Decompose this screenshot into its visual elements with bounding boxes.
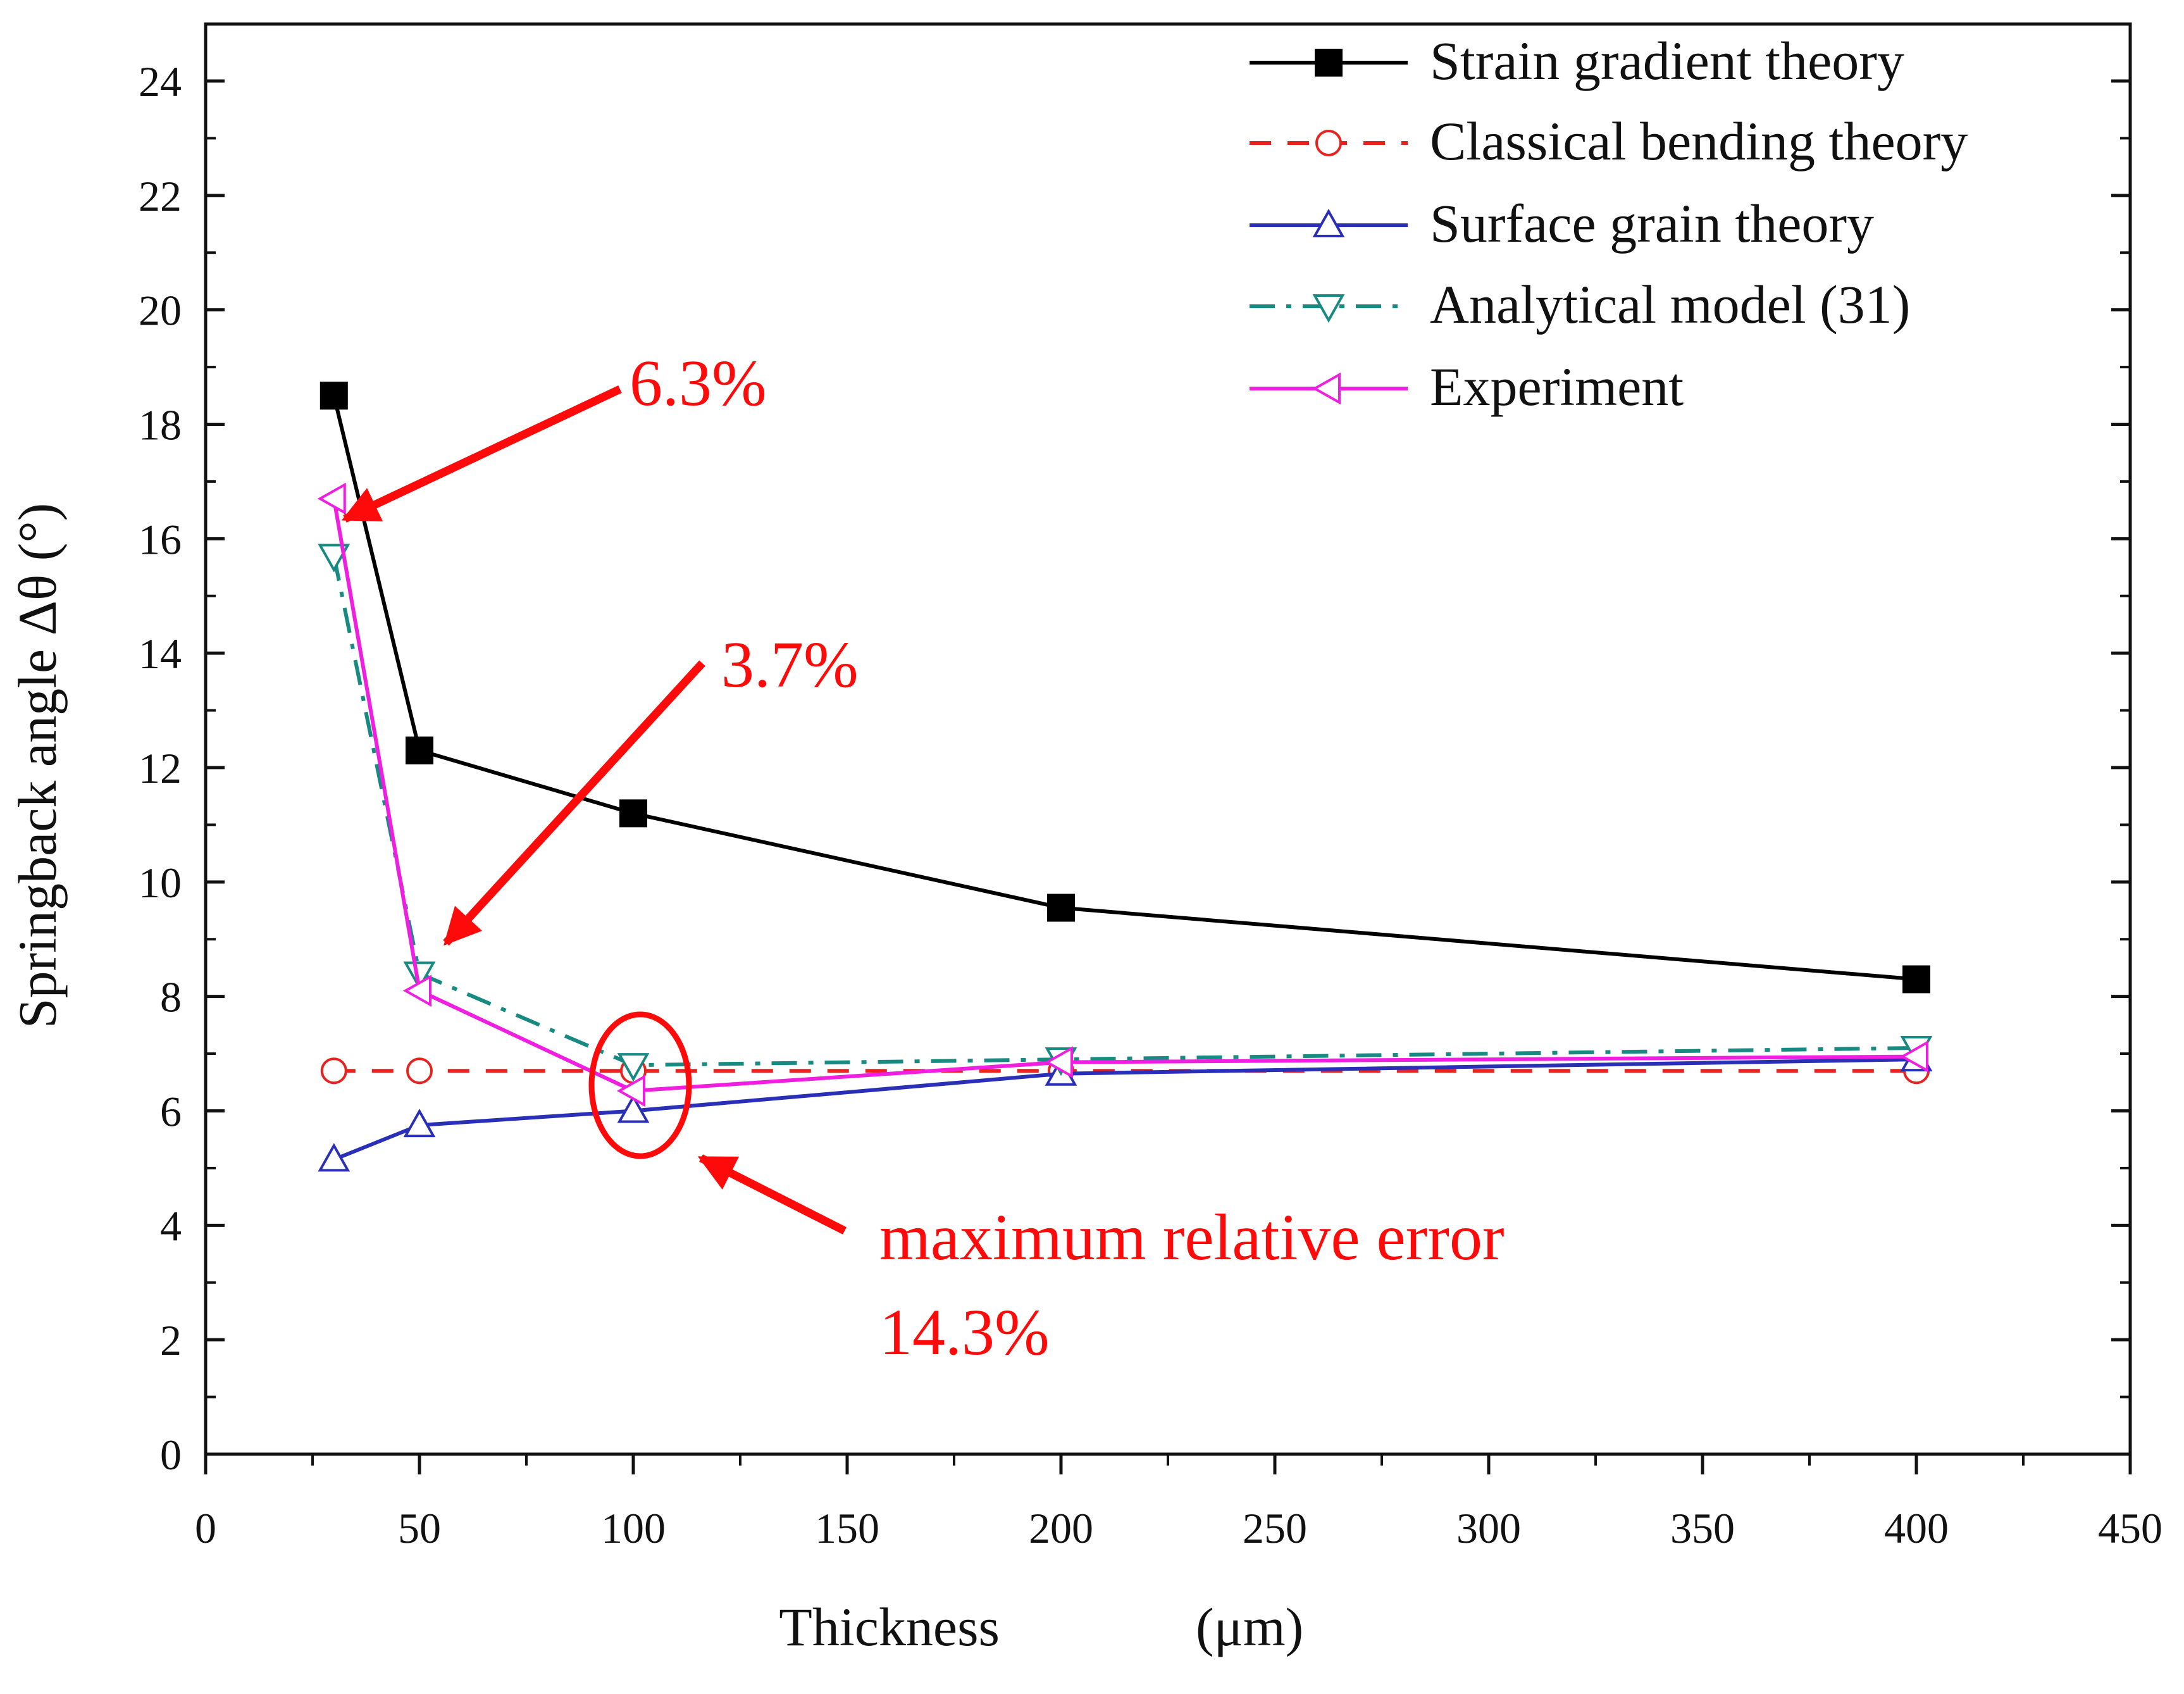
annotations: 6.3% 3.7% maximum relative error 14.3% (341, 347, 1505, 1369)
series-line (332, 395, 1917, 981)
data-point (317, 482, 346, 515)
legend-swatch-marker (1312, 208, 1345, 237)
x-tick-label: 100 (601, 1504, 666, 1552)
data-point (406, 736, 433, 764)
y-tick-label: 12 (139, 744, 182, 792)
data-point (402, 975, 431, 1007)
y-tick-label: 10 (139, 859, 182, 907)
legend-entry-0: Strain gradient theory (1250, 30, 1904, 91)
y-tick-label: 6 (160, 1088, 182, 1136)
legend-label: Analytical model (31) (1430, 274, 1910, 335)
data-point (617, 1053, 650, 1082)
y-tick-label: 18 (139, 401, 182, 449)
x-tick-label: 450 (2098, 1504, 2162, 1552)
y-tick-label: 2 (160, 1316, 182, 1364)
x-tick-label: 50 (398, 1504, 441, 1552)
legend-entry-3: Analytical model (31) (1250, 274, 1910, 335)
annotation-label-max-error: maximum relative error (879, 1201, 1505, 1274)
x-tick-label: 350 (1670, 1504, 1735, 1552)
y-tick-label: 0 (160, 1431, 182, 1479)
data-point (1044, 1046, 1073, 1079)
data-point (406, 1057, 433, 1085)
y-tick-label: 24 (139, 58, 182, 106)
series-line (333, 1057, 1917, 1162)
data-point (617, 1094, 650, 1123)
annotation-label-6-3: 6.3% (630, 347, 767, 420)
y-tick-label: 8 (160, 973, 182, 1021)
y-axis-title: Springback angle Δθ (°) (7, 503, 68, 1029)
legend-label: Classical bending theory (1430, 111, 1968, 171)
legend-swatch-marker (1315, 49, 1343, 77)
y-tick-label: 22 (139, 172, 182, 220)
series-4 (317, 482, 1928, 1107)
y-tick-label: 14 (139, 630, 182, 678)
x-tick-label: 400 (1884, 1504, 1949, 1552)
legend-label: Strain gradient theory (1430, 30, 1904, 91)
data-point (318, 544, 351, 573)
legend-entry-1: Classical bending theory (1250, 111, 1968, 171)
annotation-arrow-max-error (697, 1154, 847, 1235)
annotation-arrow-6-3 (341, 385, 622, 523)
series-0 (320, 382, 1930, 993)
x-axis-unit: (μm) (1196, 1597, 1303, 1657)
legend-entry-2: Surface grain theory (1250, 193, 1874, 254)
annotation-circle (588, 1011, 692, 1159)
data-point (403, 961, 436, 990)
series-layer (317, 382, 1933, 1172)
annotation-label-3-7: 3.7% (721, 628, 859, 701)
x-axis-title: Thickness (779, 1597, 1000, 1657)
x-tick-label: 0 (195, 1504, 216, 1552)
data-point (619, 799, 647, 828)
data-point (320, 382, 348, 410)
data-point (318, 1143, 351, 1172)
annotation-arrow-3-7 (443, 660, 705, 946)
legend-swatch-marker (1312, 372, 1341, 405)
legend-label: Experiment (1430, 356, 1684, 417)
y-tick-label: 20 (139, 287, 182, 335)
legend-swatch-marker (1315, 130, 1342, 156)
data-point (320, 1057, 347, 1085)
annotation-label-max-error-value: 14.3% (879, 1296, 1050, 1369)
legend-entry-4: Experiment (1250, 356, 1684, 417)
data-point (616, 1074, 645, 1107)
series-2 (318, 1043, 1933, 1172)
x-tick-label: 150 (815, 1504, 879, 1552)
legend: Strain gradient theory Classical bending … (1250, 30, 1968, 417)
data-point (1899, 1040, 1928, 1073)
legend-label: Surface grain theory (1430, 193, 1874, 254)
legend-swatch-marker (1312, 294, 1345, 323)
data-point (403, 1109, 436, 1138)
data-point (1902, 965, 1930, 993)
x-tick-label: 300 (1456, 1504, 1521, 1552)
data-point (1047, 894, 1075, 922)
y-tick-label: 4 (160, 1202, 182, 1250)
x-axis-ticks: 0 50 100 150 200 250 300 350 400 450 (195, 1454, 2162, 1552)
x-tick-label: 200 (1029, 1504, 1093, 1552)
x-tick-label: 250 (1243, 1504, 1307, 1552)
y-tick-label: 16 (139, 515, 182, 563)
